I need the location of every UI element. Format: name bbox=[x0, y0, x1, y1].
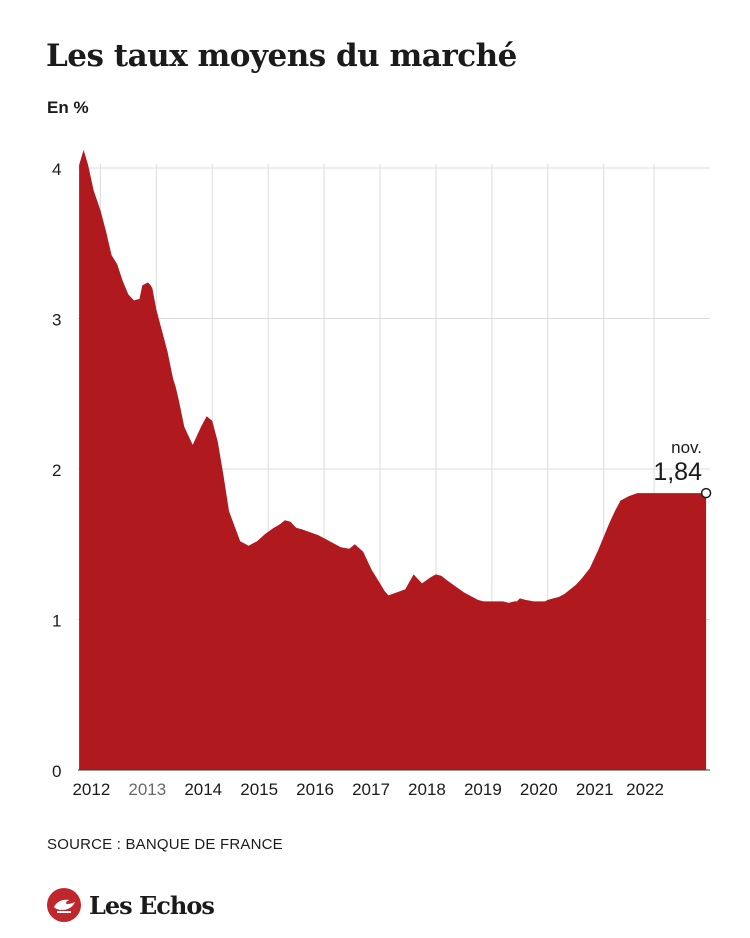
y-tick-label: 1 bbox=[52, 612, 61, 631]
x-tick-label: 2013 bbox=[128, 780, 166, 799]
echos-emblem-icon bbox=[47, 888, 81, 922]
x-tick-label: 2022 bbox=[626, 780, 664, 799]
last-value-marker bbox=[700, 487, 712, 499]
brand-logo: Les Echos bbox=[47, 888, 215, 922]
chart-title: Les taux moyens du marché bbox=[46, 38, 517, 74]
axis-layer: 0 1 2 3 4 2012 2013 2014 2015 2016 2017 2018 2019 202… bbox=[52, 160, 710, 799]
x-tick-label: 2020 bbox=[520, 780, 558, 799]
x-tick-label: 2017 bbox=[352, 780, 390, 799]
annotation-layer: nov.1,84 bbox=[653, 438, 712, 499]
x-tick-label: 2015 bbox=[240, 780, 278, 799]
x-tick-label: 2012 bbox=[72, 780, 110, 799]
x-tick-label: 2019 bbox=[464, 780, 502, 799]
chart-subtitle: En % bbox=[47, 98, 89, 117]
x-tick-label: 2014 bbox=[184, 780, 222, 799]
source-note: SOURCE : BANQUE DE FRANCE bbox=[47, 836, 283, 853]
x-tick-label: 2016 bbox=[296, 780, 334, 799]
y-tick-label: 3 bbox=[52, 311, 61, 330]
brand-name: Les Echos bbox=[89, 890, 215, 920]
y-tick-label: 0 bbox=[52, 762, 61, 781]
annotation-value: 1,84 bbox=[653, 458, 702, 486]
y-tick-label: 4 bbox=[52, 160, 61, 179]
area-layer bbox=[79, 149, 707, 770]
area-chart: 0 1 2 3 4 2012 2013 2014 2015 2016 2017 2018 2019 202… bbox=[52, 149, 712, 799]
x-tick-label: 2018 bbox=[408, 780, 446, 799]
y-tick-label: 2 bbox=[52, 461, 61, 480]
x-tick-label: 2021 bbox=[576, 780, 614, 799]
rate-area bbox=[79, 149, 707, 770]
annotation-month: nov. bbox=[671, 438, 702, 457]
